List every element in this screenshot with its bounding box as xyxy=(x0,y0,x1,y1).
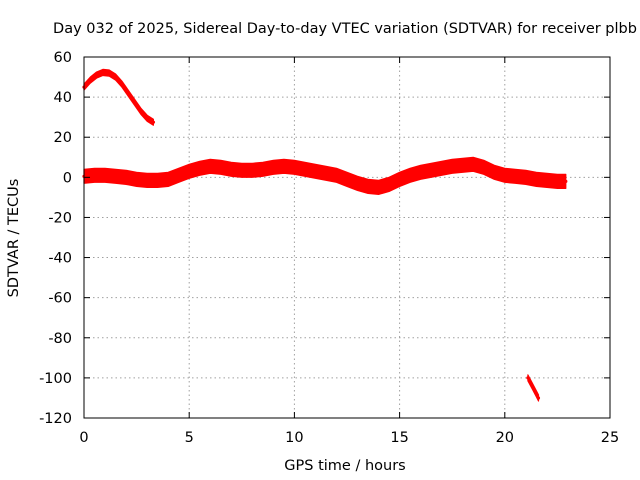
data-point xyxy=(177,173,181,177)
data-point xyxy=(398,177,402,181)
data-point xyxy=(113,75,118,79)
x-tick-label: 20 xyxy=(496,430,514,446)
data-point xyxy=(126,91,130,95)
data-point xyxy=(145,116,149,120)
data-point xyxy=(132,100,137,104)
y-tick-label: -20 xyxy=(48,210,72,226)
data-point xyxy=(440,166,444,170)
series-band-main-track xyxy=(83,156,567,195)
data-point xyxy=(145,178,149,182)
x-axis-label: GPS time / hours xyxy=(284,458,405,474)
x-tick-label: 15 xyxy=(390,430,408,446)
y-tick-label: -60 xyxy=(48,291,72,307)
y-tick-label: 40 xyxy=(54,90,72,106)
data-point xyxy=(555,179,560,183)
data-point xyxy=(271,165,275,169)
x-tick-label: 10 xyxy=(285,430,303,446)
data-point xyxy=(324,171,328,175)
series-band-late-drop xyxy=(527,374,540,402)
data-point xyxy=(135,177,139,181)
x-tick-label: 25 xyxy=(601,430,619,446)
data-point xyxy=(524,175,528,179)
data-point xyxy=(461,163,465,167)
data-point xyxy=(530,384,534,388)
y-tick-label: -80 xyxy=(48,331,72,347)
data-point xyxy=(229,167,233,171)
data-point xyxy=(208,164,212,168)
data-point xyxy=(408,173,412,177)
axes: 0 5 10 15 20 25 60 40 20 0 -20 -40 -60 -80 -100 -120 xyxy=(39,50,619,446)
data-point xyxy=(103,173,107,177)
grid-lines xyxy=(84,57,610,418)
y-tick-label: 60 xyxy=(54,50,72,66)
data-point xyxy=(513,174,517,178)
data-point xyxy=(534,392,538,396)
data-point xyxy=(545,178,549,182)
x-tick-label: 5 xyxy=(185,430,194,446)
data-point xyxy=(198,166,202,170)
data-series xyxy=(82,68,568,402)
y-tick-label: -40 xyxy=(48,251,72,267)
data-point xyxy=(92,173,97,177)
data-point xyxy=(261,167,265,171)
data-point xyxy=(120,82,124,86)
data-point xyxy=(419,170,423,174)
data-point xyxy=(534,177,538,181)
data-point xyxy=(376,185,381,189)
y-tick-label: -120 xyxy=(39,411,72,427)
data-point xyxy=(101,70,105,75)
data-point xyxy=(429,168,433,172)
x-tick-label: 0 xyxy=(79,430,88,446)
data-point xyxy=(345,177,349,181)
data-point xyxy=(282,164,286,168)
data-point xyxy=(95,73,99,77)
plot-frame xyxy=(83,56,611,419)
data-point xyxy=(564,179,568,183)
data-point xyxy=(503,173,507,177)
data-point xyxy=(471,162,475,166)
data-point xyxy=(107,71,111,75)
data-point xyxy=(482,165,486,169)
data-point xyxy=(492,170,496,174)
data-point xyxy=(88,78,92,82)
data-point xyxy=(219,165,223,169)
data-point xyxy=(151,120,156,124)
data-point xyxy=(366,184,370,188)
data-point xyxy=(250,168,254,172)
data-point xyxy=(387,182,391,186)
data-point xyxy=(526,376,530,380)
data-point xyxy=(187,169,191,173)
data-point xyxy=(303,167,307,171)
data-point xyxy=(313,169,318,173)
y-tick-label: 20 xyxy=(54,130,72,146)
chart-title: Day 032 of 2025, Sidereal Day-to-day VTE… xyxy=(53,21,637,37)
data-point xyxy=(292,165,296,169)
y-tick-label: -100 xyxy=(39,371,72,387)
data-point xyxy=(240,168,244,172)
y-tick-label: 0 xyxy=(63,170,72,186)
data-point xyxy=(166,177,170,181)
data-point xyxy=(450,164,454,168)
y-axis-label: SDTVAR / TECUs xyxy=(6,179,22,298)
data-point xyxy=(334,173,339,177)
data-point xyxy=(113,174,118,178)
data-point xyxy=(124,175,128,179)
data-point xyxy=(139,109,143,113)
data-point xyxy=(156,178,160,182)
data-point xyxy=(536,396,541,400)
data-point xyxy=(355,181,360,185)
